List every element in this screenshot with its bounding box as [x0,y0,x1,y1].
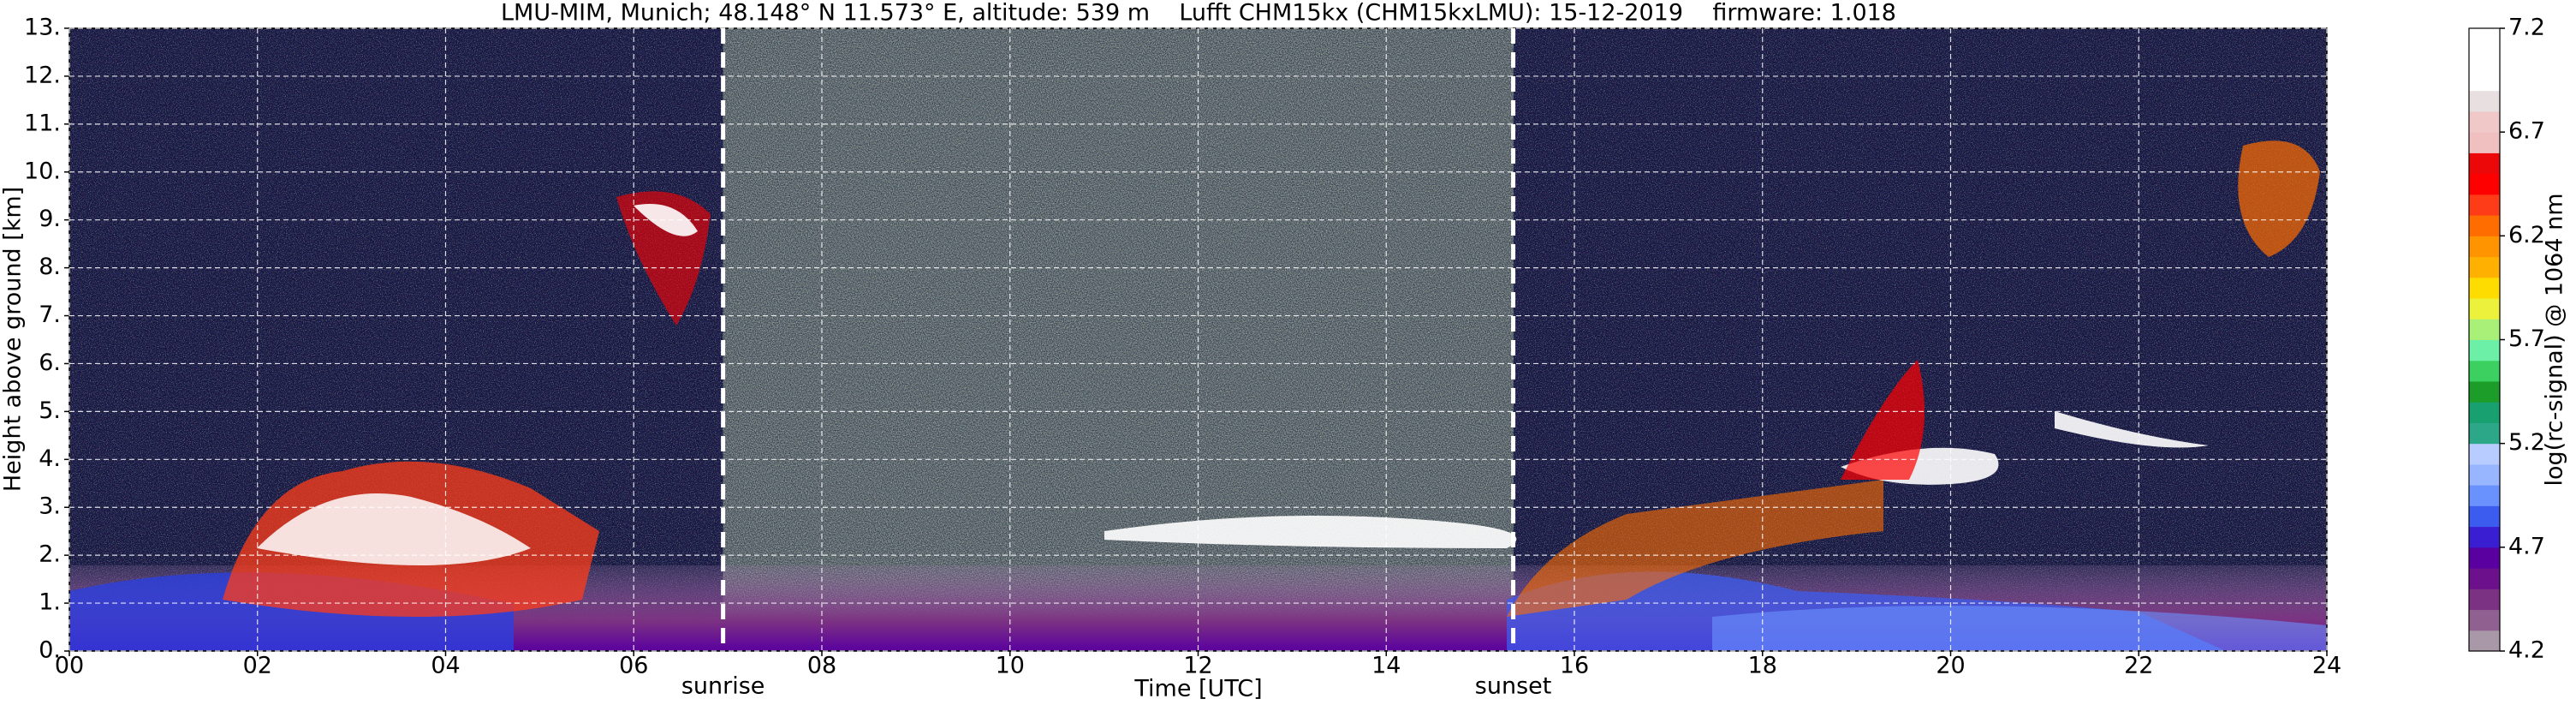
colorbar-tick-label: 6.7 [2508,118,2545,145]
colorbar-label: log(rc-signal) @ 1064 nm [2542,193,2568,486]
colorbar-band [2469,111,2500,133]
y-tick-label: 9. [39,206,61,232]
colorbar-band [2469,194,2500,216]
y-axis-label: Height above ground [km] [0,187,27,492]
colorbar-band [2469,152,2500,175]
y-tick-label: 10. [24,158,61,184]
annotation: sunrise [681,673,765,700]
x-tick-label: 02 [243,653,272,679]
colorbar-band [2469,319,2500,340]
colorbar-band [2469,505,2500,528]
colorbar-band [2469,422,2500,445]
colorbar-band [2469,69,2500,92]
x-axis-label: Time [UTC] [1133,676,1262,702]
colorbar-tick-label: 6.2 [2508,222,2545,248]
y-tick-label: 13. [24,15,61,41]
colorbar-tick-label: 7.2 [2508,15,2545,41]
x-tick-label: 14 [1371,653,1401,679]
colorbar-band [2469,132,2500,153]
annotation: sunset [1475,673,1552,700]
y-tick-label: 5. [39,397,61,424]
colorbar-band [2469,215,2500,236]
x-tick-label: 08 [807,653,836,679]
colorbar-band [2469,277,2500,299]
colorbar-band [2469,49,2500,70]
y-tick-label: 3. [39,493,61,520]
colorbar-band [2469,589,2500,611]
colorbar-band [2469,173,2500,195]
colorbar-band [2469,256,2500,278]
colorbar-band [2469,360,2500,382]
y-tick-label: 2. [39,541,61,568]
y-tick-label: 1. [39,589,61,616]
x-tick-label: 22 [2124,653,2153,679]
x-tick-label: 16 [1560,653,1589,679]
y-tick-label: 0. [39,637,61,664]
colorbar-band [2469,526,2500,548]
colorbar-tick-label: 4.2 [2508,637,2545,664]
y-tick-label: 8. [39,254,61,280]
y-tick-label: 12. [24,62,61,88]
y-tick-label: 6. [39,350,61,376]
x-tick-label: 20 [1936,653,1965,679]
colorbar-tick-label: 5.2 [2508,429,2545,456]
x-tick-label: 10 [996,653,1025,679]
colorbar-band [2469,339,2500,361]
colorbar-band [2469,236,2500,258]
colorbar-band [2469,568,2500,589]
x-tick-label: 00 [55,653,84,679]
x-tick-label: 18 [1748,653,1777,679]
colorbar-tick-label: 5.7 [2508,326,2545,352]
colorbar-band [2469,298,2500,320]
colorbar-band [2469,443,2500,465]
colorbar-band [2469,630,2500,652]
y-tick-label: 4. [39,445,61,472]
colorbar-band [2469,90,2500,112]
x-tick-label: 12 [1183,653,1212,679]
y-tick-label: 7. [39,302,61,328]
colorbar-tick-label: 4.7 [2508,533,2545,559]
y-tick-label: 11. [24,110,61,136]
colorbar-band [2469,609,2500,631]
x-tick-label: 24 [2312,653,2341,679]
colorbar-band [2469,380,2500,403]
colorbar-band [2469,402,2500,423]
colorbar-band [2469,547,2500,569]
colorbar-band [2469,485,2500,506]
colorbar-band [2469,463,2500,486]
chart-title: LMU-MIM, Munich; 48.148° N 11.573° E, al… [501,0,1896,27]
x-tick-label: 06 [619,653,648,679]
colorbar-band [2469,28,2500,50]
x-tick-label: 04 [431,653,460,679]
